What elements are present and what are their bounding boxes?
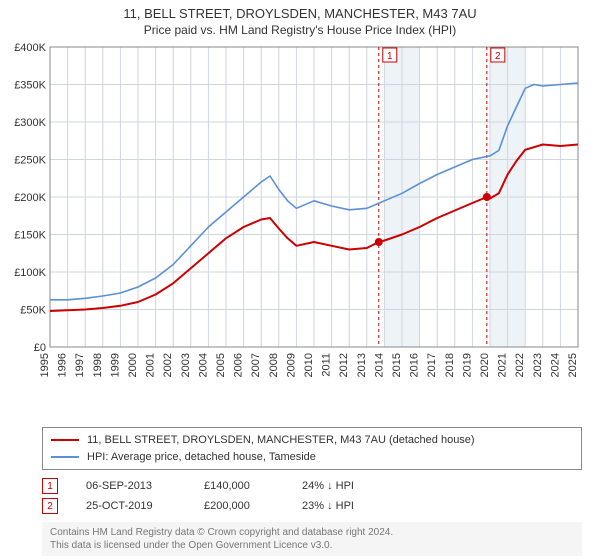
svg-text:2018: 2018 — [444, 353, 456, 377]
legend-swatch — [51, 439, 79, 441]
svg-text:2019: 2019 — [461, 353, 473, 377]
chart-plot: £0 £50K £100K £150K £200K £250K £300K £350K £400… — [8, 41, 592, 421]
svg-text:£300K: £300K — [14, 117, 46, 129]
svg-text:2: 2 — [495, 51, 501, 62]
legend-item: HPI: Average price, detached house, Tame… — [51, 449, 573, 466]
svg-text:2005: 2005 — [215, 353, 227, 377]
svg-text:2023: 2023 — [532, 353, 544, 377]
footer-attribution: Contains HM Land Registry data © Crown c… — [42, 522, 582, 556]
legend: 11, BELL STREET, DROYLSDEN, MANCHESTER, … — [42, 427, 582, 470]
svg-text:2002: 2002 — [162, 353, 174, 377]
svg-text:2016: 2016 — [409, 353, 421, 377]
svg-text:2008: 2008 — [268, 353, 280, 377]
svg-text:£50K: £50K — [20, 305, 46, 317]
svg-text:1998: 1998 — [92, 353, 104, 377]
svg-text:2006: 2006 — [233, 353, 245, 377]
legend-item: 11, BELL STREET, DROYLSDEN, MANCHESTER, … — [51, 432, 573, 449]
svg-text:£250K: £250K — [14, 155, 46, 167]
chart-subtitle: Price paid vs. HM Land Registry's House … — [8, 23, 592, 37]
transaction-date: 25-OCT-2019 — [86, 500, 176, 512]
svg-text:£350K: £350K — [14, 80, 46, 92]
chart-title: 11, BELL STREET, DROYLSDEN, MANCHESTER, … — [8, 6, 592, 21]
svg-text:2021: 2021 — [497, 353, 509, 377]
svg-text:1997: 1997 — [74, 353, 86, 377]
transaction-row: 1 06-SEP-2013 £140,000 24% ↓ HPI — [42, 476, 582, 496]
svg-text:2022: 2022 — [514, 353, 526, 377]
svg-text:1995: 1995 — [39, 353, 51, 377]
svg-text:2000: 2000 — [127, 353, 139, 377]
svg-text:2020: 2020 — [479, 353, 491, 377]
svg-text:2007: 2007 — [250, 353, 262, 377]
transaction-marker: 1 — [42, 478, 58, 494]
transactions-table: 1 06-SEP-2013 £140,000 24% ↓ HPI 2 25-OCT-201… — [42, 476, 582, 516]
svg-text:2017: 2017 — [426, 353, 438, 377]
svg-text:£200K: £200K — [14, 192, 46, 204]
transaction-delta: 24% ↓ HPI — [302, 480, 354, 492]
legend-label: HPI: Average price, detached house, Tame… — [87, 449, 316, 466]
svg-text:1999: 1999 — [109, 353, 121, 377]
svg-text:£100K: £100K — [14, 267, 46, 279]
svg-text:2025: 2025 — [567, 353, 579, 377]
svg-text:£150K: £150K — [14, 230, 46, 242]
svg-text:2001: 2001 — [145, 353, 157, 377]
svg-text:2014: 2014 — [373, 353, 385, 377]
svg-text:2011: 2011 — [321, 353, 333, 377]
svg-text:1: 1 — [387, 51, 393, 62]
svg-text:2015: 2015 — [391, 353, 403, 377]
svg-text:2003: 2003 — [180, 353, 192, 377]
transaction-row: 2 25-OCT-2019 £200,000 23% ↓ HPI — [42, 496, 582, 516]
svg-text:1996: 1996 — [57, 353, 69, 377]
line-chart-svg: £0 £50K £100K £150K £200K £250K £300K £350K £400… — [8, 41, 592, 381]
svg-text:2012: 2012 — [338, 353, 350, 377]
svg-text:2024: 2024 — [549, 353, 561, 377]
chart-container: 11, BELL STREET, DROYLSDEN, MANCHESTER, … — [0, 0, 600, 560]
footer-line-1: Contains HM Land Registry data © Crown c… — [50, 526, 574, 539]
svg-text:£400K: £400K — [14, 42, 46, 54]
footer-line-2: This data is licensed under the Open Gov… — [50, 539, 574, 552]
legend-swatch — [51, 456, 79, 458]
transaction-price: £140,000 — [204, 480, 274, 492]
svg-text:2013: 2013 — [356, 353, 368, 377]
transaction-price: £200,000 — [204, 500, 274, 512]
svg-text:2010: 2010 — [303, 353, 315, 377]
svg-text:2009: 2009 — [285, 353, 297, 377]
transaction-delta: 23% ↓ HPI — [302, 500, 354, 512]
header: 11, BELL STREET, DROYLSDEN, MANCHESTER, … — [8, 6, 592, 41]
legend-label: 11, BELL STREET, DROYLSDEN, MANCHESTER, … — [87, 432, 475, 449]
transaction-date: 06-SEP-2013 — [86, 480, 176, 492]
transaction-marker: 2 — [42, 498, 58, 514]
svg-text:£0: £0 — [34, 342, 46, 354]
svg-text:2004: 2004 — [197, 353, 209, 377]
